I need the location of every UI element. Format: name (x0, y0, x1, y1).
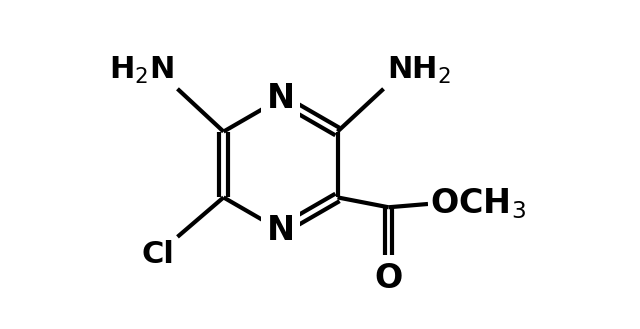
Text: OCH$_3$: OCH$_3$ (429, 187, 525, 221)
Text: Cl: Cl (141, 240, 174, 269)
Text: NH$_2$: NH$_2$ (387, 54, 451, 86)
Text: O: O (374, 262, 403, 294)
Text: N: N (266, 214, 294, 247)
Text: N: N (266, 82, 294, 115)
Text: H$_2$N: H$_2$N (109, 54, 174, 86)
